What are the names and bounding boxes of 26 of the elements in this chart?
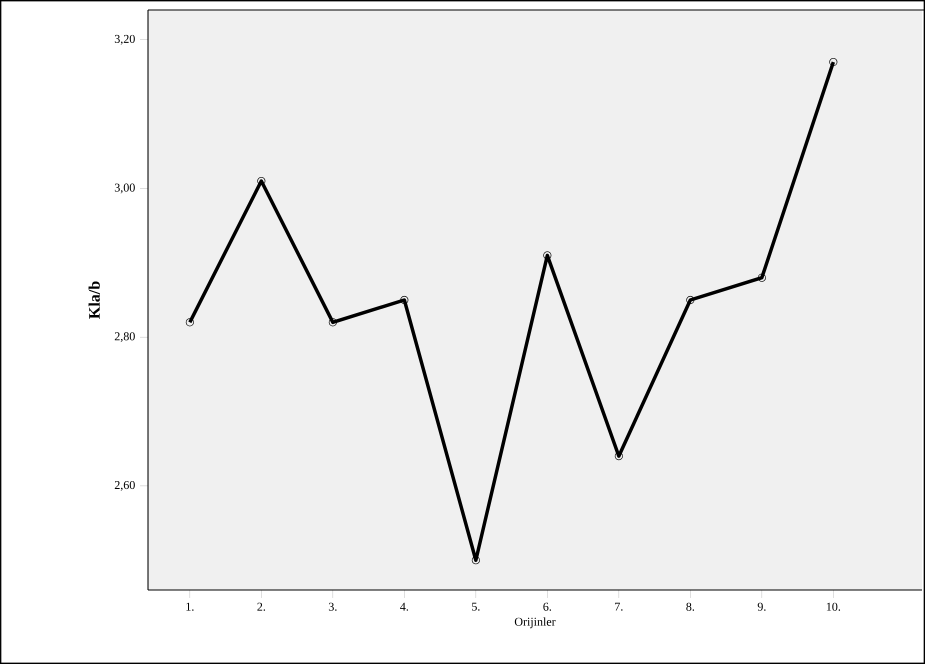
point [686, 296, 694, 304]
y-tick-label: 3,00 [114, 184, 135, 194]
point [472, 556, 480, 564]
x-tick-label: 5. [472, 602, 480, 611]
x-tick-label: 9. [758, 602, 766, 611]
y-axis-title: Kla/b [88, 282, 100, 319]
x-tick-label: 6. [543, 602, 552, 611]
x-axis-title: Orijinler [514, 617, 556, 628]
y-tick-label: 3,20 [114, 34, 135, 45]
x-tick-label: 3. [328, 602, 337, 611]
x-tick-label: 8. [686, 602, 694, 611]
point [257, 176, 266, 186]
point [829, 58, 838, 66]
x-tick-label: 4. [400, 602, 408, 611]
point [543, 251, 552, 260]
x-tick-label: 10. [826, 602, 840, 611]
x-tick-label: 2. [257, 602, 266, 611]
x-tick-label: 7. [615, 602, 623, 611]
point [758, 274, 766, 282]
y-tick-label: 2,60 [114, 480, 135, 491]
point [186, 318, 194, 326]
point [328, 318, 337, 326]
point [400, 296, 408, 304]
point [614, 452, 623, 460]
x-tick-label: 1. [186, 602, 194, 611]
y-tick-label: 2,80 [114, 332, 135, 342]
